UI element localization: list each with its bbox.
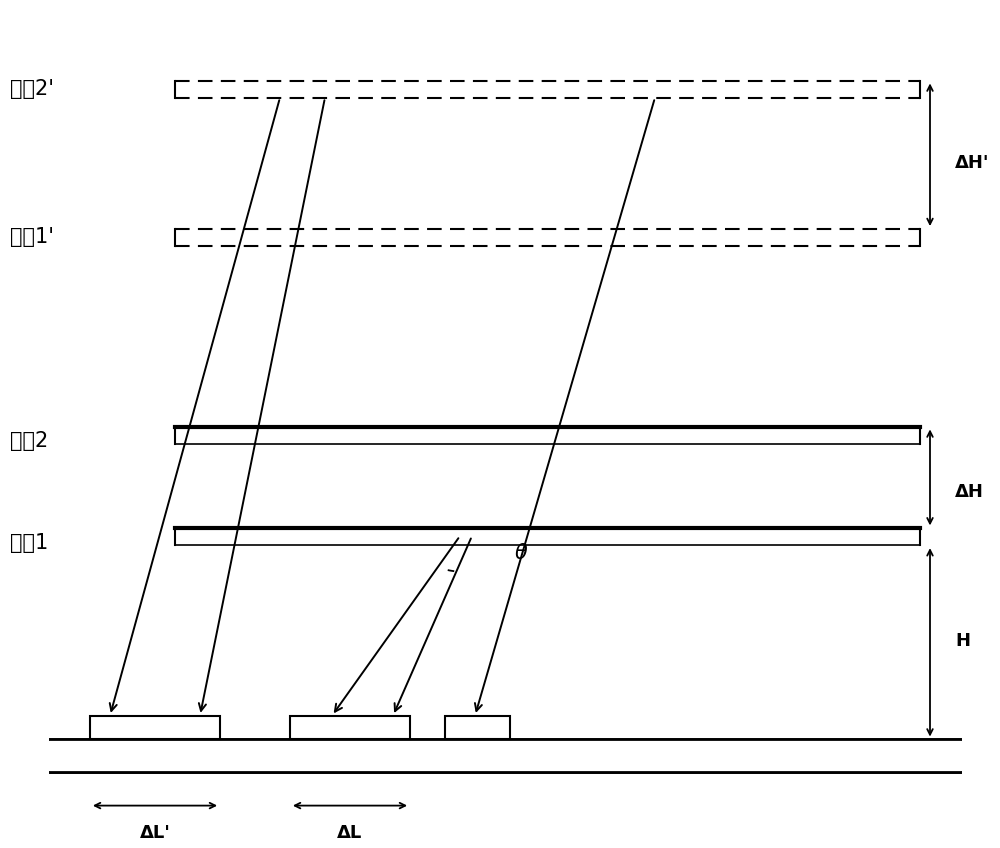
- Bar: [445, 716, 510, 739]
- Text: 位甥1': 位甥1': [10, 227, 54, 248]
- Bar: [90, 716, 220, 739]
- Text: ΔH': ΔH': [955, 154, 990, 172]
- Text: 位甥2: 位甥2: [10, 431, 48, 451]
- Text: 位甥2': 位甥2': [10, 79, 54, 99]
- Text: ΔL': ΔL': [140, 824, 170, 842]
- Text: ΔH: ΔH: [955, 483, 984, 501]
- Text: H: H: [955, 632, 970, 650]
- Text: 位甥1: 位甥1: [10, 533, 48, 553]
- Text: ΔL: ΔL: [337, 824, 363, 842]
- Bar: [290, 716, 410, 739]
- Text: θ: θ: [515, 543, 527, 563]
